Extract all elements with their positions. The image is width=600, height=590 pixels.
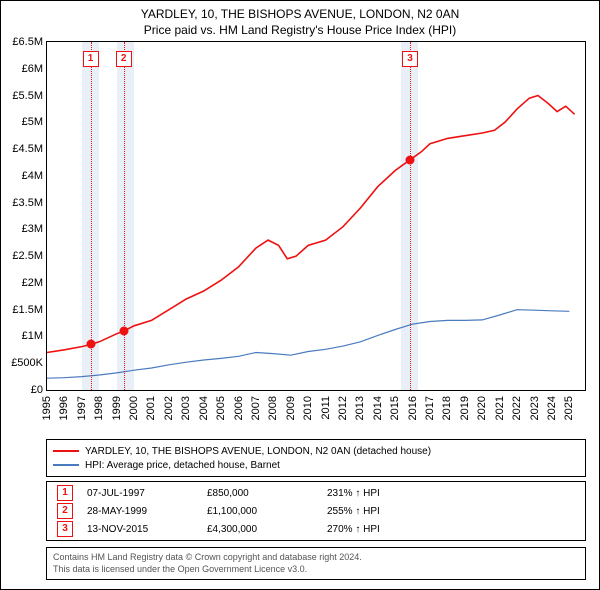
transaction-row: 2 28-MAY-1999£1,100,000255% ↑ HPI (47, 502, 585, 520)
footer-line-1: Contains HM Land Registry data © Crown c… (53, 552, 579, 564)
x-tick-label: 2018 (441, 396, 453, 420)
x-tick-label: 2004 (198, 396, 210, 420)
legend-row: HPI: Average price, detached house, Barn… (53, 458, 579, 472)
x-tick-label: 1997 (76, 396, 88, 420)
x-tick-label: 2003 (180, 396, 192, 420)
legend-box: YARDLEY, 10, THE BISHOPS AVENUE, LONDON,… (46, 439, 586, 477)
plot-area: £0£500K£1M£1.5M£2M£2.5M£3M£3.5M£4M£4.5M£… (46, 41, 586, 391)
y-tick-label: £3M (3, 223, 43, 235)
transaction-marker-box: 3 (57, 521, 73, 537)
x-tick-label: 2001 (145, 396, 157, 420)
x-tick-label: 2020 (476, 396, 488, 420)
event-marker-line (124, 42, 125, 390)
x-tick-label: 2023 (529, 396, 541, 420)
sale-dot (86, 340, 95, 349)
chart-subtitle: Price paid vs. HM Land Registry's House … (1, 23, 599, 37)
transaction-date: 13-NOV-2015 (87, 524, 207, 535)
x-tick-label: 2024 (546, 396, 558, 420)
series-hpi (47, 310, 569, 379)
y-tick-label: £4.5M (3, 143, 43, 155)
y-tick-label: £6M (3, 63, 43, 75)
transaction-hpi: 255% ↑ HPI (327, 506, 585, 517)
transaction-marker-box: 1 (57, 485, 73, 501)
y-tick-label: £1M (3, 330, 43, 342)
x-tick-label: 1998 (93, 396, 105, 420)
transaction-hpi: 231% ↑ HPI (327, 488, 585, 499)
y-tick-label: £2.5M (3, 250, 43, 262)
chart-frame: YARDLEY, 10, THE BISHOPS AVENUE, LONDON,… (0, 0, 600, 590)
x-tick-label: 2006 (233, 396, 245, 420)
x-tick-label: 2016 (407, 396, 419, 420)
x-tick-label: 2021 (494, 396, 506, 420)
event-marker-box: 3 (402, 51, 418, 67)
legend-swatch (53, 450, 79, 452)
x-tick-label: 2005 (215, 396, 227, 420)
x-tick-label: 1995 (41, 396, 53, 420)
x-tick-label: 2022 (511, 396, 523, 420)
x-tick-label: 2017 (424, 396, 436, 420)
x-tick-label: 1999 (111, 396, 123, 420)
x-tick-label: 2025 (563, 396, 575, 420)
x-tick-label: 2002 (163, 396, 175, 420)
x-tick-label: 2000 (128, 396, 140, 420)
legend-swatch (53, 464, 79, 466)
x-tick-label: 2007 (250, 396, 262, 420)
transaction-date: 07-JUL-1997 (87, 488, 207, 499)
legend-label: HPI: Average price, detached house, Barn… (85, 460, 280, 471)
y-tick-label: £3.5M (3, 197, 43, 209)
event-marker-line (91, 42, 92, 390)
x-tick-label: 2013 (354, 396, 366, 420)
x-tick-label: 2010 (302, 396, 314, 420)
transaction-price: £850,000 (207, 488, 327, 499)
series-price (47, 96, 575, 353)
y-tick-label: £1.5M (3, 304, 43, 316)
x-tick-label: 2012 (337, 396, 349, 420)
footer-box: Contains HM Land Registry data © Crown c… (46, 547, 586, 580)
y-tick-label: £0 (3, 384, 43, 396)
x-tick-label: 2014 (372, 396, 384, 420)
x-tick-label: 2019 (459, 396, 471, 420)
transaction-date: 28-MAY-1999 (87, 506, 207, 517)
x-tick-label: 1996 (58, 396, 70, 420)
y-tick-label: £2M (3, 277, 43, 289)
y-tick-label: £4M (3, 170, 43, 182)
transaction-price: £4,300,000 (207, 524, 327, 535)
sale-dot (119, 327, 128, 336)
event-marker-box: 1 (83, 51, 99, 67)
y-tick-label: £5.5M (3, 90, 43, 102)
chart-title: YARDLEY, 10, THE BISHOPS AVENUE, LONDON,… (1, 7, 599, 21)
y-tick-label: £6.5M (3, 36, 43, 48)
event-marker-line (410, 42, 411, 390)
transactions-table: 1 07-JUL-1997£850,000231% ↑ HPI 2 28-MAY-19… (46, 481, 586, 541)
x-tick-label: 2015 (389, 396, 401, 420)
sale-dot (406, 155, 415, 164)
transaction-row: 1 07-JUL-1997£850,000231% ↑ HPI (47, 484, 585, 502)
transaction-row: 3 13-NOV-2015£4,300,000270% ↑ HPI (47, 520, 585, 538)
x-tick-label: 2008 (267, 396, 279, 420)
transaction-hpi: 270% ↑ HPI (327, 524, 585, 535)
legend-row: YARDLEY, 10, THE BISHOPS AVENUE, LONDON,… (53, 444, 579, 458)
x-tick-label: 2011 (320, 396, 332, 420)
transaction-price: £1,100,000 (207, 506, 327, 517)
y-tick-label: £500K (3, 357, 43, 369)
x-tick-label: 2009 (285, 396, 297, 420)
event-marker-box: 2 (116, 51, 132, 67)
transaction-marker-box: 2 (57, 503, 73, 519)
legend-label: YARDLEY, 10, THE BISHOPS AVENUE, LONDON,… (85, 446, 431, 457)
footer-line-2: This data is licensed under the Open Gov… (53, 564, 579, 576)
y-tick-label: £5M (3, 116, 43, 128)
chart-svg (47, 42, 585, 390)
